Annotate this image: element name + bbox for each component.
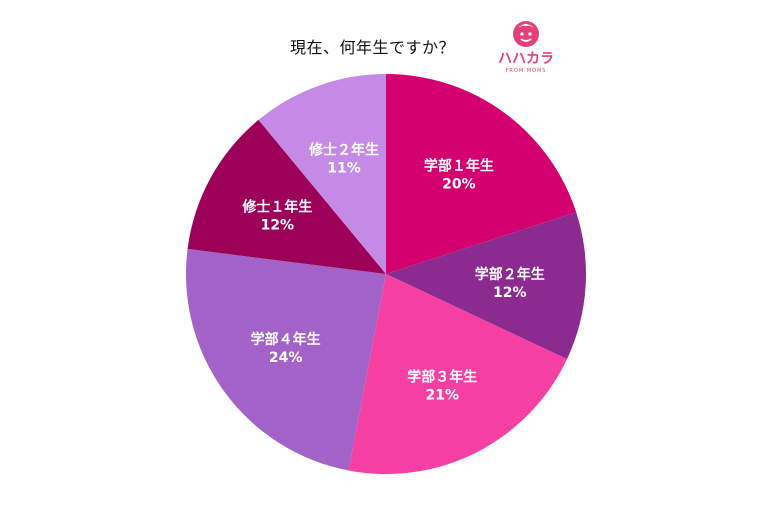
- slice-label-3: 学部４年生: [251, 331, 321, 348]
- pie-labels: 学部１年生 20% 学部２年生 12% 学部３年生 21% 学部４年生 24% 修士１年生 12%…: [241, 141, 544, 403]
- slice-value-4: 12%: [261, 217, 295, 233]
- logo-subtext: FROM MOMS: [506, 68, 547, 74]
- pie-slices: [185, 74, 586, 474]
- pie-slice-0: [386, 74, 577, 274]
- slice-label-1: 学部２年生: [475, 266, 545, 283]
- slice-label-0: 学部１年生: [424, 158, 494, 175]
- pie-slice-5: [258, 74, 386, 274]
- chart-title: 現在、何年生ですか？: [290, 38, 456, 57]
- logo-text: ハハカラ: [498, 51, 554, 67]
- slice-label-5: 修士２年生: [308, 141, 379, 158]
- pie-slice-1: [386, 212, 586, 360]
- slice-value-3: 24%: [269, 350, 303, 366]
- slice-value-5: 11%: [327, 160, 361, 176]
- logo-mark-icon: [513, 21, 539, 47]
- slice-value-1: 12%: [493, 285, 527, 301]
- pie-slice-2: [348, 274, 567, 474]
- slice-label-4: 修士１年生: [241, 198, 312, 215]
- pie-slice-4: [187, 119, 386, 274]
- slice-value-2: 21%: [426, 387, 460, 403]
- slice-label-2: 学部３年生: [407, 368, 477, 385]
- pie-slice-3: [185, 248, 386, 471]
- hahakara-logo: ハハカラ FROM MOMS: [498, 21, 554, 74]
- slice-value-0: 20%: [442, 177, 476, 193]
